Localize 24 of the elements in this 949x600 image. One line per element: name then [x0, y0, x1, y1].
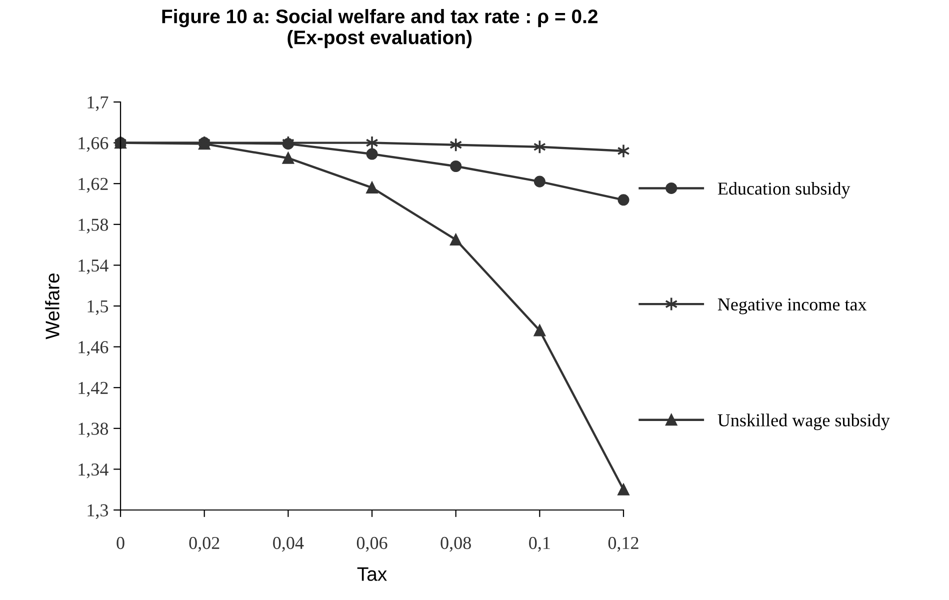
y-tick-label: 1,54 — [78, 260, 108, 274]
y-tick-label: 1,62 — [78, 178, 108, 193]
legend-label: Education subsidy — [718, 182, 850, 198]
x-tick-label: 0,08 — [440, 536, 471, 552]
x-axis-title: Tax — [357, 567, 387, 581]
y-tick-label: 1,46 — [78, 341, 108, 356]
x-tick-label: 0,1 — [529, 536, 550, 552]
y-tick-label: 1,3 — [88, 504, 108, 520]
x-tick-label: 0,06 — [356, 536, 388, 552]
y-tick-label: 1,38 — [78, 422, 108, 438]
y-tick-label: 1,34 — [78, 464, 108, 478]
y-tick-label: 1,7 — [88, 96, 108, 112]
y-tick-label: 1,58 — [78, 218, 108, 234]
y-axis-title: Welfare — [45, 274, 60, 340]
legend-label: Negative income tax — [718, 298, 867, 314]
x-tick-label: 0,12 — [608, 536, 638, 552]
legend-label: Unskilled wage subsidy — [718, 414, 890, 430]
chart-title: Figure 10 a: Social welfare and tax rate : ρ = 0.2 (Ex-post evaluation) — [162, 9, 598, 48]
y-tick-label: 1,66 — [78, 137, 108, 152]
x-tick-label: 0,02 — [189, 536, 220, 552]
y-tick-label: 1,5 — [88, 300, 108, 316]
x-tick-label: 0 — [116, 536, 124, 550]
x-tick-label: 0,04 — [273, 536, 304, 552]
y-tick-label: 1,42 — [78, 382, 108, 397]
